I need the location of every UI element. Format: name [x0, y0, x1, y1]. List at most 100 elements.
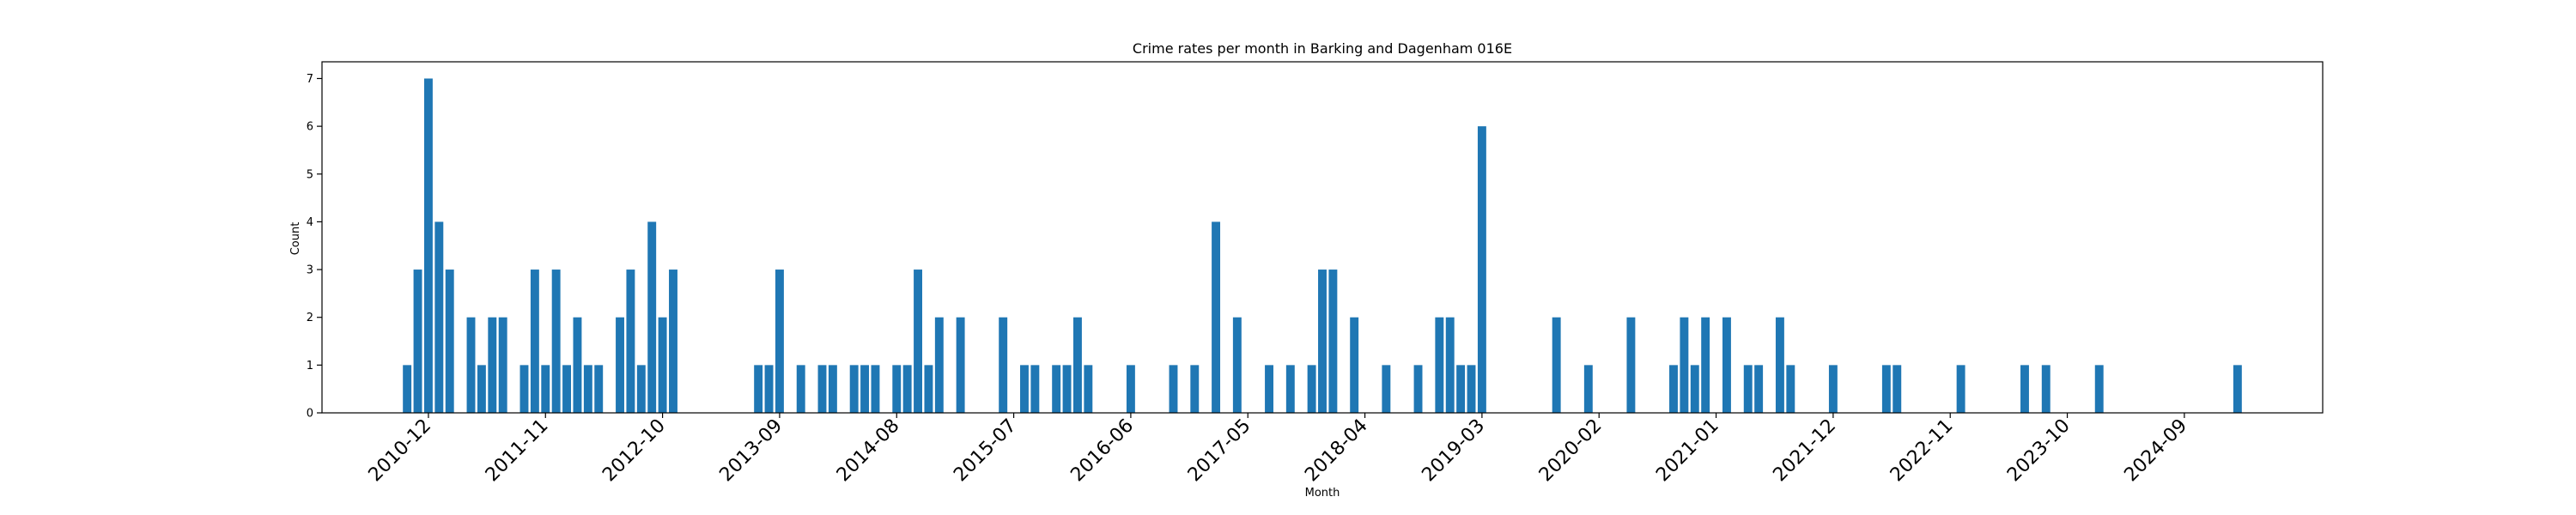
bar [1084, 365, 1093, 413]
y-tick-label: 1 [307, 360, 313, 373]
bar [1052, 365, 1061, 413]
bar [796, 365, 805, 413]
x-tick-label: 2012-10 [598, 415, 670, 487]
bar [1477, 126, 1486, 414]
bar [1956, 365, 1965, 413]
bar [1030, 365, 1040, 413]
bars [403, 78, 2242, 414]
bar [530, 270, 539, 413]
y-tick-label: 5 [307, 168, 313, 181]
bar [1786, 365, 1795, 413]
bar [2041, 365, 2050, 413]
bar [1456, 365, 1466, 413]
bar [583, 365, 592, 413]
bar [1435, 317, 1444, 413]
bar [658, 317, 667, 413]
bar [562, 365, 572, 413]
bar [764, 365, 774, 413]
x-tick-label: 2024-09 [2120, 415, 2191, 487]
bar [1754, 365, 1764, 413]
bar [1382, 365, 1391, 413]
y-tick-label: 0 [307, 408, 313, 421]
x-tick-label: 2018-04 [1301, 415, 1372, 487]
bar [626, 270, 635, 413]
y-tick-label: 2 [307, 312, 313, 324]
bar [1701, 317, 1710, 413]
bar [1893, 365, 1902, 413]
bar [1413, 365, 1423, 413]
bar [445, 270, 454, 413]
y-tick-label: 6 [307, 121, 313, 134]
bar [1169, 365, 1178, 413]
bar [817, 365, 827, 413]
bar [1626, 317, 1636, 413]
bar [616, 317, 624, 413]
bar [1318, 270, 1327, 413]
bar [1328, 270, 1338, 413]
x-axis-label: Month [1305, 487, 1340, 500]
bar [1285, 365, 1295, 413]
bar [1232, 317, 1242, 413]
x-tick-label: 2021-01 [1652, 415, 1723, 487]
bar [1190, 365, 1200, 413]
x-tick-label: 2017-05 [1184, 415, 1255, 487]
bar [466, 317, 476, 413]
x-tick-label: 2022-11 [1886, 415, 1958, 487]
bar [594, 365, 604, 413]
bar [902, 365, 912, 413]
bar [1690, 365, 1699, 413]
bar [1828, 365, 1838, 413]
bar [1467, 365, 1476, 413]
bar [1072, 317, 1082, 413]
bar [934, 317, 944, 413]
bar [1680, 317, 1689, 413]
x-tick-label: 2021-12 [1769, 415, 1840, 487]
bar [519, 365, 529, 413]
x-tick-label: 2020-02 [1535, 415, 1607, 487]
x-tick-label: 2013-09 [715, 415, 787, 487]
bar [1669, 365, 1678, 413]
bar [1212, 221, 1221, 413]
x-tick-label: 2016-06 [1066, 415, 1138, 487]
bar [477, 365, 486, 413]
bar [754, 365, 763, 413]
x-tick-label: 2014-08 [833, 415, 904, 487]
bar [669, 270, 677, 413]
x-tick-label: 2019-03 [1418, 415, 1489, 487]
bar [1445, 317, 1455, 413]
bar [1062, 365, 1072, 413]
bar [1722, 317, 1731, 413]
bar [551, 270, 561, 413]
bar [413, 270, 422, 413]
y-axis-label: Count [289, 222, 302, 256]
y-tick-label: 7 [307, 73, 313, 86]
y-tick-label: 4 [307, 216, 313, 229]
bar [2094, 365, 2104, 413]
bar [1775, 317, 1784, 413]
x-tick-label: 2010-12 [365, 415, 436, 487]
x-tick-label: 2011-11 [482, 415, 553, 487]
bar [914, 270, 922, 413]
bar [1552, 317, 1561, 413]
bar [2020, 365, 2029, 413]
bar [1583, 365, 1593, 413]
x-axis: 2010-12 2011-11 2012-10 2013-09 2014-08 2015-… [365, 413, 2191, 487]
bar [871, 365, 880, 413]
bar [1350, 317, 1359, 413]
y-tick-label: 3 [307, 264, 313, 277]
bar [924, 365, 933, 413]
x-tick-label: 2023-10 [2003, 415, 2075, 487]
bar [1020, 365, 1029, 413]
bar [1265, 365, 1273, 413]
bar [1743, 365, 1753, 413]
bar [849, 365, 859, 413]
x-tick-label: 2015-07 [950, 415, 1021, 487]
bar [1307, 365, 1316, 413]
bar [434, 221, 444, 413]
bar [423, 78, 433, 413]
bar [636, 365, 646, 413]
bar [860, 365, 870, 413]
bar [573, 317, 582, 413]
bar [403, 365, 412, 413]
bar [775, 270, 784, 413]
